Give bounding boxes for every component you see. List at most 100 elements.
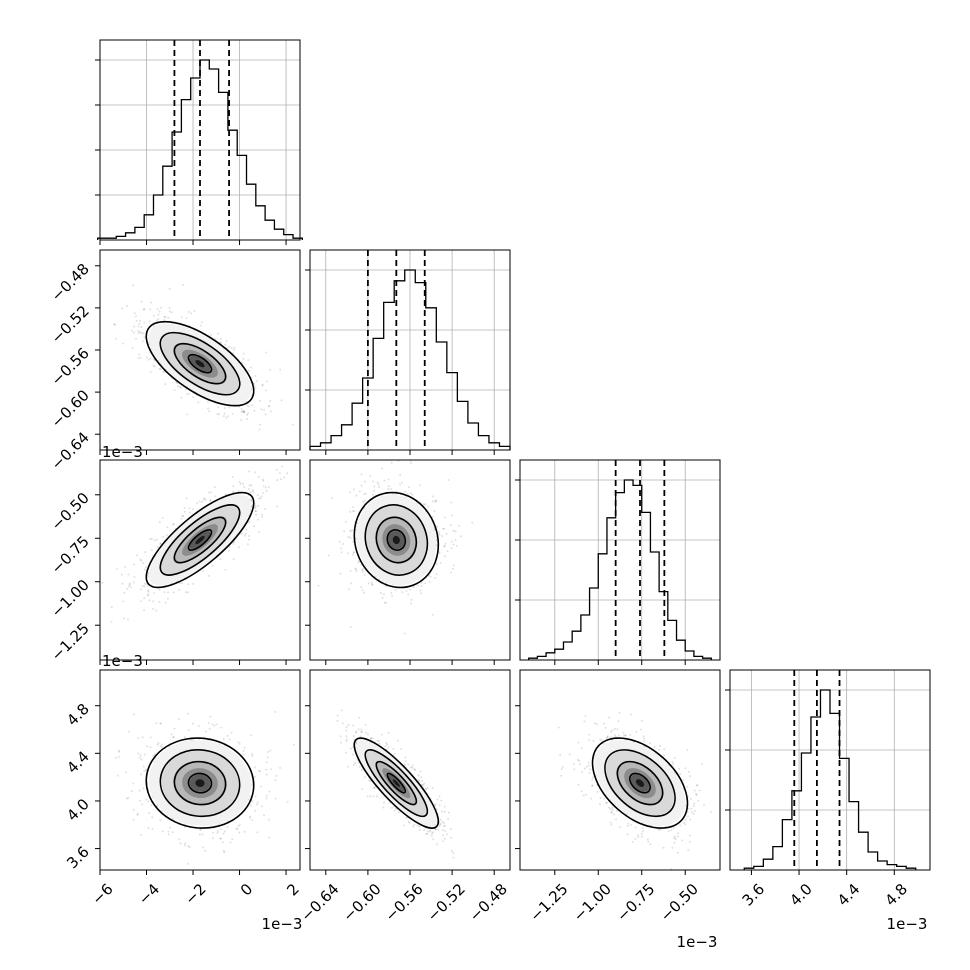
scatter-point — [438, 551, 441, 554]
scatter-point — [254, 471, 257, 474]
scatter-point — [270, 768, 273, 771]
scatter-point — [155, 609, 158, 612]
scatter-point — [249, 816, 252, 819]
scatter-point — [141, 736, 144, 739]
scatter-point — [414, 769, 417, 772]
scatter-point — [387, 746, 390, 749]
scatter-point — [179, 842, 182, 845]
scatter-point — [159, 306, 162, 309]
scatter-point — [379, 591, 382, 594]
scatter-point — [352, 488, 355, 491]
scatter-point — [359, 735, 362, 738]
scatter-point — [236, 828, 239, 831]
scatter-point — [354, 762, 357, 765]
scatter-point — [188, 846, 191, 849]
scatter-point — [352, 724, 355, 727]
scatter-point — [133, 713, 136, 716]
histogram-0-bin-8 — [172, 132, 181, 240]
scatter-point — [243, 746, 246, 749]
histogram-1-bin-7 — [384, 302, 395, 450]
scatter-point — [291, 423, 294, 426]
scatter-point — [340, 551, 343, 554]
scatter-point — [383, 479, 386, 482]
scatter-point — [352, 551, 355, 554]
scatter-point — [255, 513, 258, 516]
scatter-point — [394, 807, 397, 810]
scatter-point — [166, 526, 169, 529]
scatter-point — [167, 591, 170, 594]
scatter-point — [149, 736, 152, 739]
scatter-point — [612, 813, 615, 816]
scatter-point — [435, 562, 438, 565]
scatter-point — [199, 324, 202, 327]
scatter-point — [286, 472, 289, 475]
scatter-point — [686, 815, 689, 818]
scatter-point — [361, 568, 364, 571]
scatter-point — [434, 803, 437, 806]
scatter-point — [172, 736, 175, 739]
scatter-point — [114, 756, 117, 759]
scatter-point — [128, 730, 131, 733]
scatter-point — [140, 331, 143, 334]
scatter-point — [171, 831, 174, 834]
scatter-point — [247, 412, 250, 415]
scatter-point — [418, 828, 421, 831]
scatter-point — [156, 308, 159, 311]
scatter-point — [356, 521, 359, 524]
scatter-point — [643, 737, 646, 740]
scatter-point — [435, 808, 438, 811]
scatter-point — [248, 470, 251, 473]
scatter-point — [387, 488, 390, 491]
histogram-0-bin-16 — [247, 184, 256, 240]
scatter-point — [436, 798, 439, 801]
scatter-point — [143, 585, 146, 588]
scatter-point — [336, 719, 339, 722]
scatter-point — [137, 737, 140, 740]
scatter-point — [268, 818, 271, 821]
scatter-point — [110, 620, 113, 623]
scatter-point — [138, 330, 141, 333]
scatter-point — [409, 462, 412, 465]
scatter-point — [452, 564, 455, 567]
scatter-point — [406, 492, 409, 495]
scatter-point — [166, 597, 169, 600]
scatter-point — [214, 495, 217, 498]
scatter-point — [224, 343, 227, 346]
scatter-point — [140, 758, 143, 761]
scatter-point — [440, 799, 443, 802]
scatter-point — [380, 733, 383, 736]
histogram-2-bin-14 — [650, 552, 659, 660]
scatter-point — [130, 790, 133, 793]
scatter-point — [344, 520, 347, 523]
scatter-point — [362, 568, 365, 571]
scatter-point — [279, 368, 282, 371]
scatter-point — [228, 545, 231, 548]
scatter-point — [140, 326, 143, 329]
scatter-point — [640, 728, 643, 731]
scatter-point — [367, 733, 370, 736]
scatter-point — [426, 787, 429, 790]
scatter-point — [121, 307, 124, 310]
scatter-point — [435, 828, 438, 831]
density-panel-2-1 — [309, 459, 511, 661]
scatter-point — [418, 484, 421, 487]
scatter-point — [243, 534, 246, 537]
scatter-point — [385, 743, 388, 746]
scatter-point — [199, 829, 202, 832]
scatter-point — [425, 788, 428, 791]
scatter-point — [423, 829, 426, 832]
scatter-point — [197, 401, 200, 404]
scatter-point — [274, 710, 277, 713]
scatter-point — [248, 484, 251, 487]
scatter-point — [177, 718, 180, 721]
scatter-point — [226, 415, 229, 418]
histogram-0-bin-7 — [163, 166, 172, 240]
scatter-point — [192, 396, 195, 399]
scatter-point — [404, 490, 407, 493]
scatter-point — [225, 339, 228, 342]
scatter-point — [266, 380, 269, 383]
scatter-point — [429, 830, 432, 833]
scatter-point — [428, 829, 431, 832]
scatter-point — [197, 724, 200, 727]
